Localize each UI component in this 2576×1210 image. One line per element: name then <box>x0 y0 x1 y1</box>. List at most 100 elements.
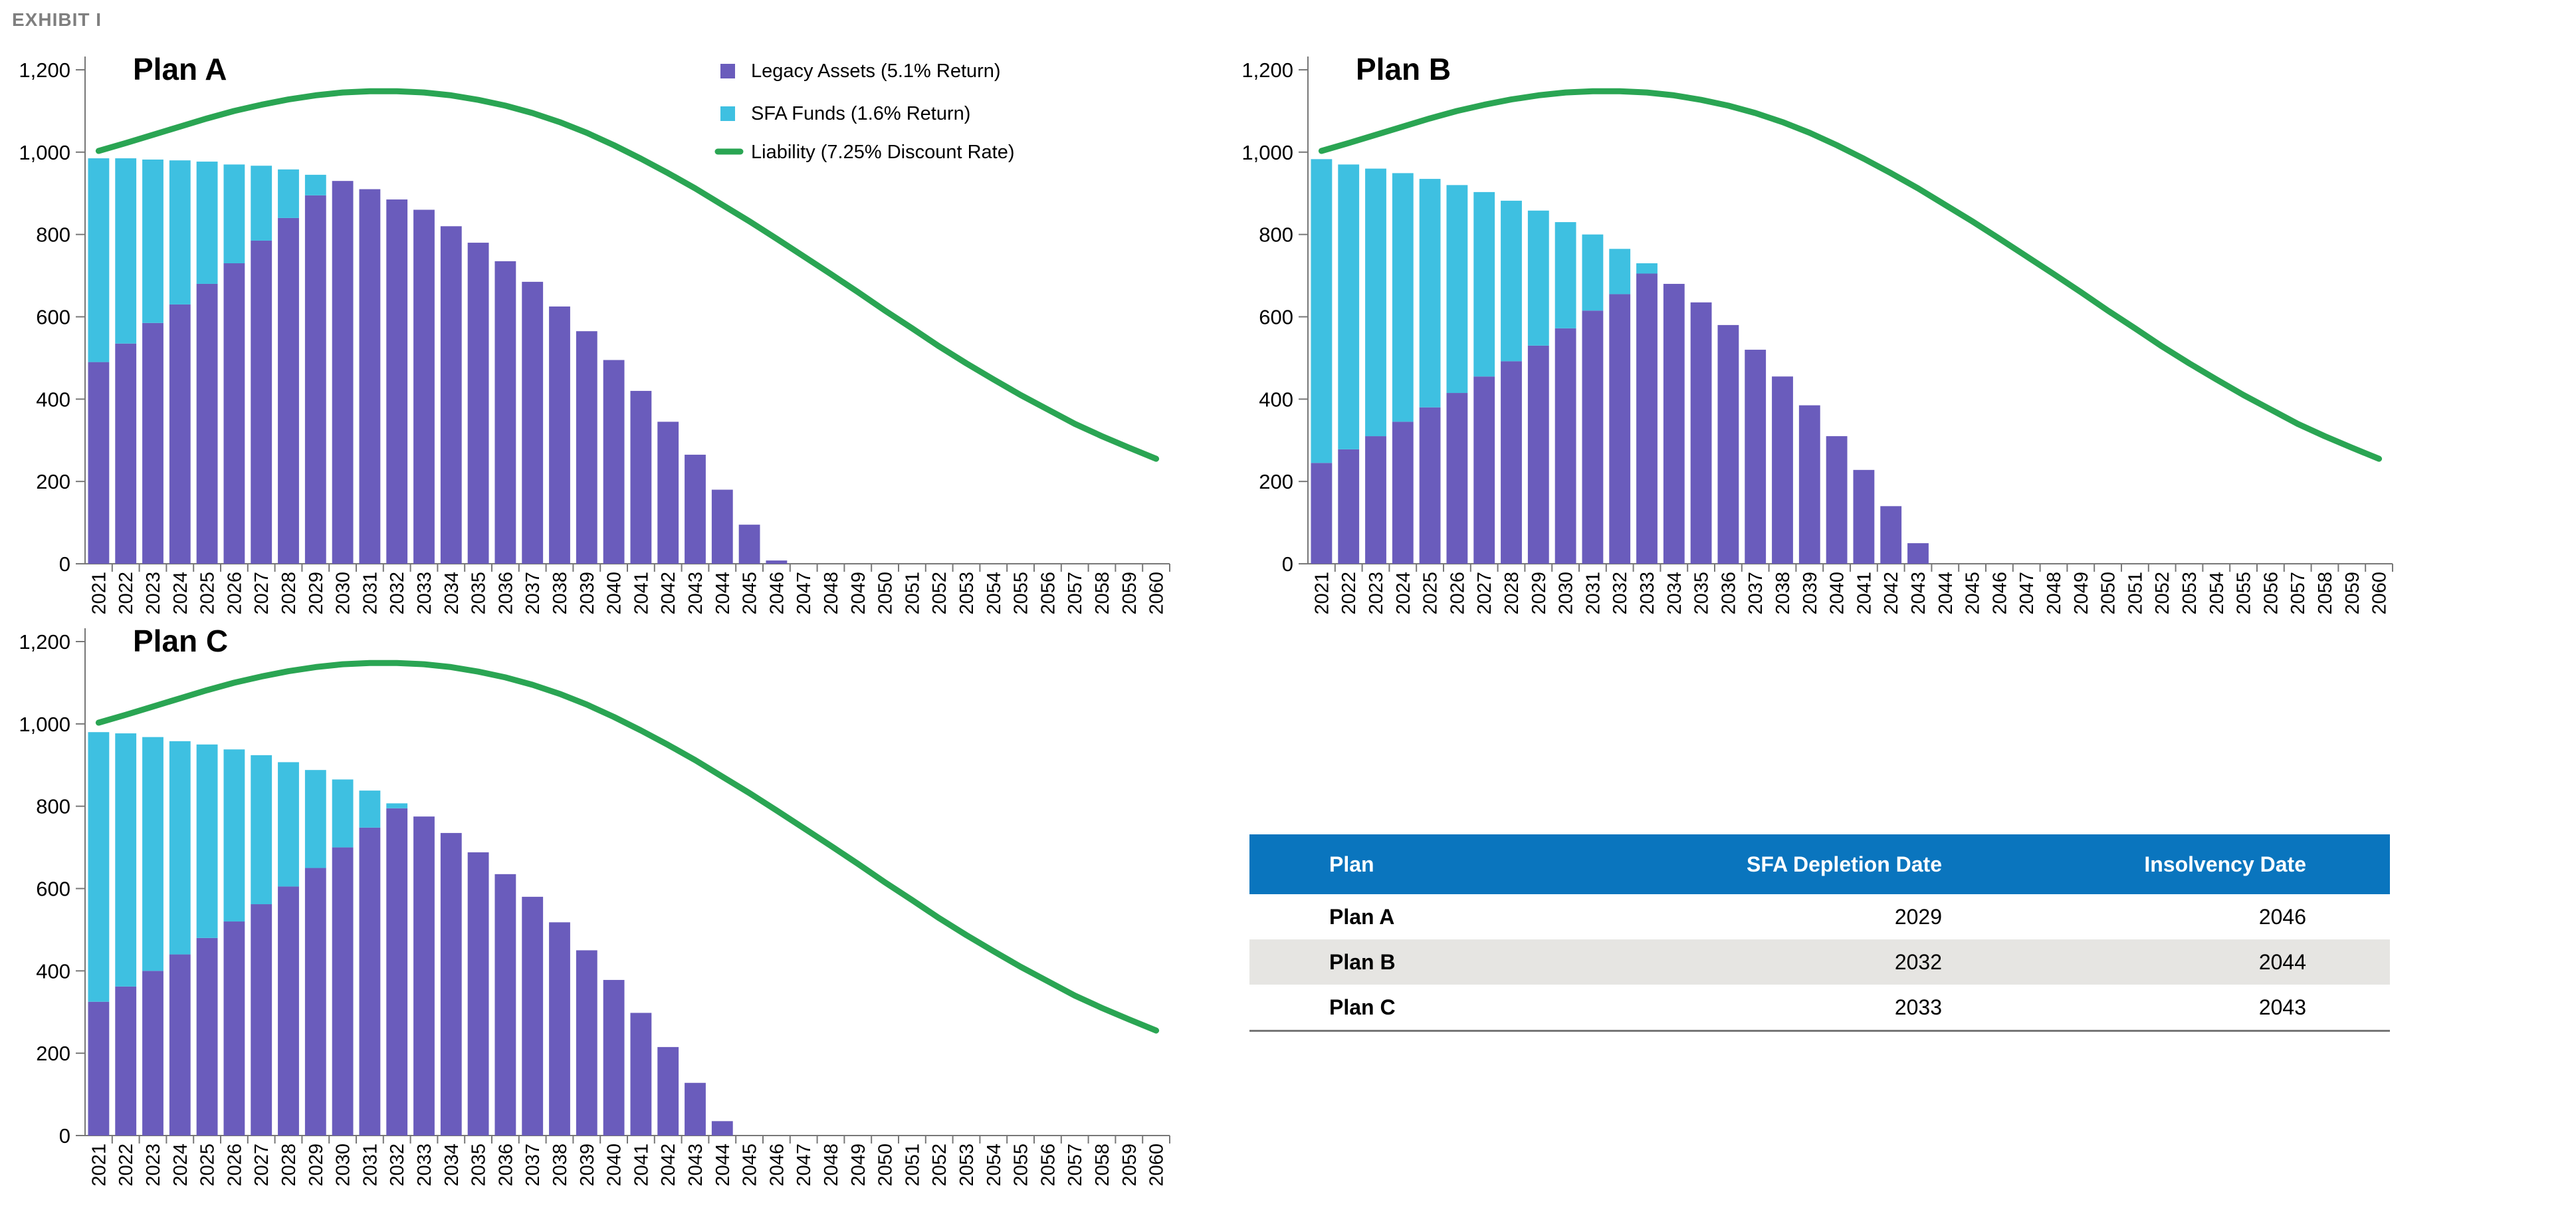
x-tick-label: 2045 <box>740 1144 761 1187</box>
x-tick-label: 2058 <box>2315 572 2336 615</box>
table-header-row: Plan SFA Depletion Date Insolvency Date <box>1249 834 2390 894</box>
legend-liability-label: Liability (7.25% Discount Rate) <box>751 142 1015 163</box>
legend: Legacy Assets (5.1% Return) SFA Funds (1… <box>714 60 1015 163</box>
y-tick-label: 800 <box>36 795 70 818</box>
y-tick-label: 800 <box>1259 223 1293 247</box>
x-tick-label: 2052 <box>929 572 950 615</box>
sfa-bar <box>1582 234 1604 311</box>
legacy-bar <box>685 1082 706 1136</box>
y-tick-label: 400 <box>36 388 70 411</box>
x-tick-label: 2046 <box>766 1144 788 1187</box>
legacy-bar <box>169 954 191 1136</box>
legend-legacy-label: Legacy Assets (5.1% Return) <box>751 60 1001 82</box>
x-tick-label: 2041 <box>631 572 652 615</box>
y-tick-label: 600 <box>36 878 70 901</box>
plan-c-chart: 0 200 400 600 800 1,000 1,200 2021 2022 2023 2024 2… <box>19 624 1170 1187</box>
y-tick-label: 200 <box>36 470 70 493</box>
x-tick-label: 2041 <box>631 1144 652 1187</box>
x-tick-label: 2044 <box>712 1144 734 1187</box>
y-tick-label: 1,200 <box>19 59 70 82</box>
x-tick-label: 2045 <box>740 572 761 615</box>
sfa-bar <box>142 737 163 971</box>
legacy-bar <box>332 847 354 1136</box>
table-cell-sfa-depletion: 2033 <box>1543 985 1942 1032</box>
legacy-bar <box>88 1001 110 1136</box>
sfa-bar <box>386 803 408 808</box>
y-tick-label: 600 <box>1259 306 1293 329</box>
x-tick-label: 2032 <box>387 1144 408 1187</box>
sfa-bar <box>1501 200 1522 362</box>
x-tick-label: 2053 <box>956 1144 978 1187</box>
x-tick-label: 2035 <box>469 1144 490 1187</box>
x-tick-label: 2054 <box>984 1144 1005 1187</box>
table-cell-insolvency: 2046 <box>2258 904 2306 929</box>
x-tick-label: 2035 <box>1691 572 1713 615</box>
legacy-bar <box>1690 302 1712 564</box>
exhibit-label: EXHIBIT I <box>12 9 102 30</box>
x-tick-label: 2037 <box>1745 572 1767 615</box>
x-tick-label: 2023 <box>143 1144 164 1187</box>
sfa-bar <box>1365 168 1386 437</box>
y-tick-label: 1,200 <box>1241 59 1293 82</box>
x-tick-label: 2057 <box>1065 1144 1086 1187</box>
x-tick-label: 2053 <box>2179 572 2200 615</box>
legacy-bar <box>711 1121 733 1136</box>
chart-title: Plan B <box>1356 52 1451 86</box>
table-cell-sfa-depletion: 2032 <box>1543 939 1942 985</box>
table-row: Plan B 2032 2044 <box>1249 939 2390 985</box>
x-tick-label: 2049 <box>848 572 869 615</box>
x-tick-label: 2049 <box>848 1144 869 1187</box>
legacy-bar <box>1419 407 1441 564</box>
legacy-bar <box>251 240 272 564</box>
legacy-bar <box>196 937 218 1136</box>
x-tick-label: 2038 <box>550 572 571 615</box>
legacy-bar <box>603 979 625 1136</box>
sfa-bar <box>251 755 272 905</box>
table-row: Plan C 2033 2043 <box>1249 985 2390 1032</box>
legacy-bar <box>386 808 408 1136</box>
liability-line <box>1318 88 2383 462</box>
sfa-bar <box>304 174 326 195</box>
x-tick-label: 2029 <box>306 572 327 615</box>
x-tick-label: 2028 <box>1501 572 1523 615</box>
legacy-bar <box>738 525 760 564</box>
y-tick-label: 1,000 <box>1241 141 1293 164</box>
legacy-bar <box>549 306 570 564</box>
legacy-bar <box>88 362 110 564</box>
y-tick-label: 1,000 <box>19 713 70 736</box>
x-tick-label: 2056 <box>1037 1144 1059 1187</box>
x-tick-label: 2056 <box>2260 572 2282 615</box>
x-tick-label: 2057 <box>1065 572 1086 615</box>
legacy-bar <box>576 331 597 564</box>
x-tick-label: 2040 <box>604 572 625 615</box>
x-tick-label: 2060 <box>1146 572 1168 615</box>
y-tick-label: 0 <box>1282 552 1293 576</box>
legacy-bar <box>630 390 652 564</box>
legacy-bar <box>1772 376 1793 564</box>
sfa-bar <box>142 159 163 323</box>
x-tick-label: 2041 <box>1854 572 1875 615</box>
legacy-bar <box>467 852 489 1136</box>
legacy-bar <box>522 896 544 1136</box>
x-tick-label: 2033 <box>414 572 435 615</box>
x-tick-label: 2053 <box>956 572 978 615</box>
legend-sfa-swatch <box>720 106 735 121</box>
x-tick-label: 2022 <box>1339 572 1360 615</box>
x-tick-label: 2043 <box>685 1144 706 1187</box>
sfa-bar <box>278 762 299 887</box>
chart-title: Plan A <box>133 52 227 86</box>
x-tick-label: 2026 <box>224 1144 245 1187</box>
x-tick-label: 2029 <box>1529 572 1550 615</box>
chart-title: Plan C <box>133 624 228 658</box>
x-tick-label: 2050 <box>875 572 897 615</box>
x-tick-label: 2042 <box>1881 572 1902 615</box>
x-tick-label: 2027 <box>251 1144 272 1187</box>
x-tick-label: 2052 <box>929 1144 950 1187</box>
sfa-bar <box>1338 164 1360 449</box>
legend-legacy-swatch <box>720 64 735 78</box>
x-tick-label: 2051 <box>2125 572 2146 615</box>
x-tick-label: 2024 <box>170 572 191 615</box>
x-tick-label: 2040 <box>604 1144 625 1187</box>
legacy-bar <box>657 1046 679 1136</box>
x-tick-label: 2058 <box>1092 572 1113 615</box>
